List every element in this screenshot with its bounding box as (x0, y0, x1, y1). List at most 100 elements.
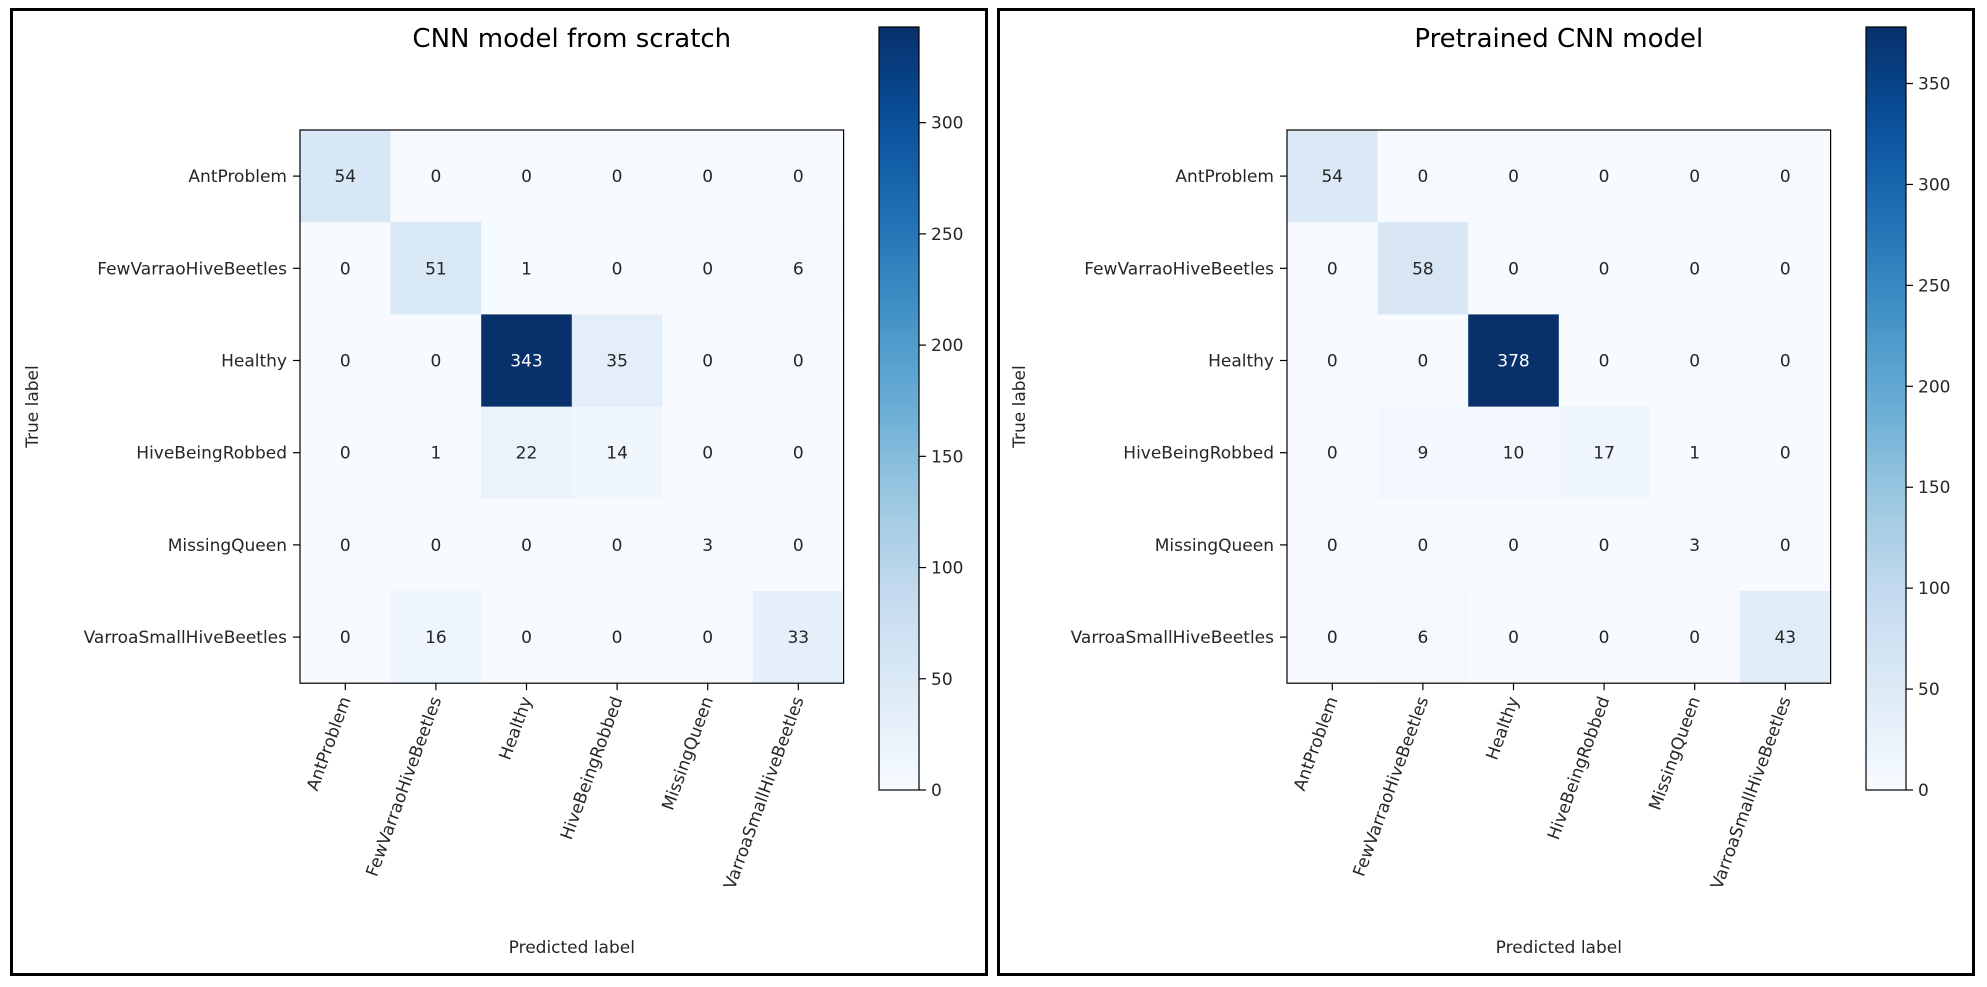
cell-value-label: 0 (1780, 536, 1791, 556)
heatmap-cell (1377, 130, 1469, 223)
cell-value-label: 10 (1503, 444, 1525, 464)
cell-value-label: 378 (1497, 352, 1529, 372)
cell-value-label: 6 (793, 259, 804, 279)
heatmap-cell (571, 498, 663, 592)
x-axis-label: Predicted label (1496, 938, 1622, 958)
x-axis-label: Predicted label (509, 938, 635, 958)
cell-value-label: 3 (702, 536, 713, 556)
heatmap-cell (1558, 130, 1650, 223)
cell-value-label: 43 (1774, 628, 1796, 648)
y-tick-label: FewVarraoHiveBeetles (97, 259, 287, 279)
cell-value-label: 0 (1417, 352, 1428, 372)
cell-value-label: 0 (1689, 167, 1700, 187)
cell-value-label: 1 (430, 444, 441, 464)
heatmap-cell (390, 222, 482, 315)
colorbar-tick-label: 350 (1918, 75, 1950, 95)
heatmap-cell (1468, 130, 1560, 223)
heatmap-cell (481, 222, 573, 315)
colorbar-tick-label: 100 (931, 559, 963, 579)
heatmap-cell (1740, 130, 1832, 223)
cell-value-label: 0 (612, 536, 623, 556)
y-tick-label: Healthy (221, 352, 287, 372)
cell-value-label: 0 (1508, 628, 1519, 648)
heatmap-cell (753, 222, 845, 315)
heatmap-cell (753, 314, 845, 408)
cell-value-label: 0 (340, 628, 351, 648)
plot-frame (299, 129, 845, 684)
chart-title: Pretrained CNN model (1414, 24, 1703, 54)
cell-value-label: 0 (521, 167, 532, 187)
heatmap-cell (1558, 591, 1650, 684)
heatmap-cell (753, 498, 845, 592)
heatmap-cell (1558, 406, 1650, 500)
x-tick-label: VarroaSmallHiveBeetles (720, 694, 808, 892)
cell-value-label: 58 (1412, 259, 1434, 279)
cell-value-label: 0 (793, 167, 804, 187)
heatmap-cell (571, 222, 663, 315)
heatmap-cell (1649, 222, 1741, 315)
cell-value-label: 0 (1327, 444, 1338, 464)
cell-value-label: 6 (1417, 628, 1428, 648)
cell-value-label: 0 (702, 444, 713, 464)
heatmap-cell (1740, 591, 1832, 684)
x-tick-label: MissingQueen (1645, 694, 1705, 813)
y-tick-label: AntProblem (1175, 167, 1274, 187)
heatmap-cell (571, 130, 663, 223)
heatmap-cell (1558, 498, 1650, 592)
heatmap-cell (1377, 314, 1469, 408)
y-tick-label: AntProblem (188, 167, 287, 187)
y-tick-label: MissingQueen (168, 536, 287, 556)
cell-value-label: 0 (1689, 352, 1700, 372)
heatmap-cell (300, 222, 392, 315)
heatmap-cell (1649, 591, 1741, 684)
x-tick-label: HiveBeingRobbed (557, 694, 627, 842)
x-tick-label: VarroaSmallHiveBeetles (1707, 694, 1795, 892)
heatmap-cell (1740, 314, 1832, 408)
cell-value-label: 0 (340, 352, 351, 372)
colorbar-tick-label: 0 (931, 781, 942, 801)
colorbar-tick-label: 300 (931, 114, 963, 134)
cell-value-label: 54 (334, 167, 356, 187)
heatmap-cell (1468, 406, 1560, 500)
cell-value-label: 0 (702, 167, 713, 187)
cell-value-label: 0 (1417, 536, 1428, 556)
heatmap-cell (1377, 222, 1469, 315)
heatmap-cell (662, 591, 754, 684)
chart-title: CNN model from scratch (412, 24, 731, 54)
colorbar (878, 26, 920, 791)
colorbar-tick-label: 200 (931, 336, 963, 356)
cell-value-label: 0 (1599, 536, 1610, 556)
colorbar-tick-label: 100 (1918, 579, 1950, 599)
cell-value-label: 0 (430, 352, 441, 372)
cell-value-label: 0 (612, 259, 623, 279)
heatmap-cell (390, 591, 482, 684)
heatmap-cell (1558, 222, 1650, 315)
cell-value-label: 0 (1508, 536, 1519, 556)
heatmap-cell (662, 498, 754, 592)
cell-value-label: 14 (606, 444, 628, 464)
heatmap-cell (753, 130, 845, 223)
chart-svg: Pretrained CNN model 54 0 0 0 0 0 0 58 0 0 0 0 0 0 378 0… (1010, 24, 1950, 958)
cell-value-label: 0 (430, 167, 441, 187)
cell-value-label: 0 (1780, 352, 1791, 372)
y-axis-label: True label (1010, 365, 1030, 449)
heatmap-cell (753, 591, 845, 684)
heatmap-cell (1468, 591, 1560, 684)
cell-value-label: 0 (1327, 536, 1338, 556)
heatmap-cell (481, 498, 573, 592)
cell-value-label: 54 (1321, 167, 1343, 187)
heatmap-cell (481, 314, 573, 408)
heatmap-cell (390, 314, 482, 408)
heatmap-cell (390, 498, 482, 592)
cell-value-label: 0 (521, 536, 532, 556)
cell-value-label: 0 (430, 536, 441, 556)
heatmap-cell (571, 314, 663, 408)
heatmap-cell (300, 498, 392, 592)
heatmap-cell (1649, 406, 1741, 500)
cell-value-label: 0 (612, 167, 623, 187)
cell-value-label: 0 (1327, 352, 1338, 372)
cell-value-label: 0 (793, 352, 804, 372)
heatmap-cell (481, 130, 573, 223)
x-tick-label: MissingQueen (658, 694, 718, 813)
